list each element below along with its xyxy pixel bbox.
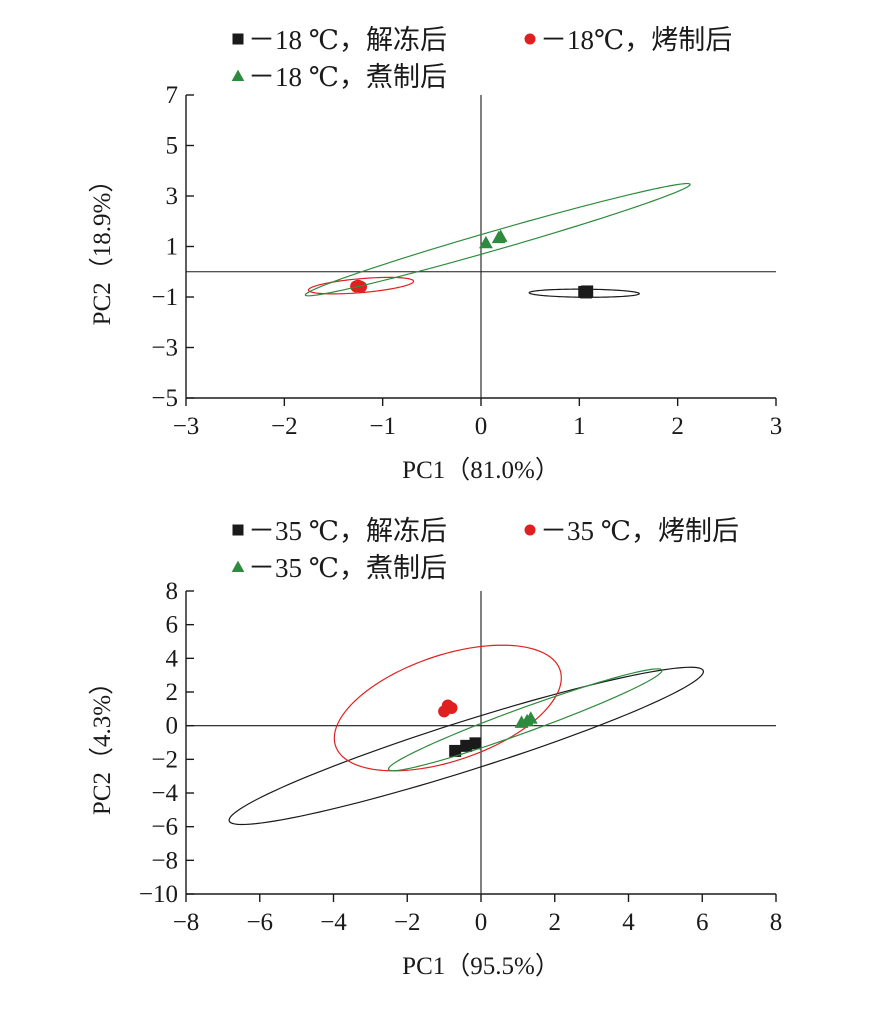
confidence-ellipse-series-2 bbox=[333, 644, 562, 772]
legend-label-series-3: －35 ℃，煮制后 bbox=[248, 553, 447, 583]
legend-marker-series-1 bbox=[232, 33, 244, 45]
y-tick-label: −2 bbox=[151, 746, 178, 773]
y-axis-title: PC2（4.3%） bbox=[88, 670, 116, 815]
legend-label-series-3: －18 ℃，煮制后 bbox=[248, 62, 447, 92]
confidence-ellipse-series-1 bbox=[228, 666, 705, 826]
data-point-series-3 bbox=[479, 235, 493, 249]
y-tick-label: 3 bbox=[166, 183, 179, 210]
y-tick-label: −6 bbox=[151, 814, 178, 841]
legend-label-series-2: －35 ℃，烤制后 bbox=[540, 516, 739, 546]
x-tick-label: −1 bbox=[369, 413, 396, 440]
data-point-series-1 bbox=[580, 286, 593, 299]
legend-marker-series-3 bbox=[231, 560, 245, 573]
x-tick-label: −6 bbox=[246, 909, 273, 936]
x-tick-label: −2 bbox=[271, 413, 298, 440]
x-tick-label: 4 bbox=[622, 909, 635, 936]
x-tick-label: −2 bbox=[394, 909, 421, 936]
x-tick-label: 2 bbox=[549, 909, 562, 936]
data-point-series-2 bbox=[350, 280, 363, 293]
legend-marker-series-2 bbox=[524, 524, 536, 536]
y-tick-label: 1 bbox=[166, 234, 179, 261]
x-tick-label: 0 bbox=[475, 413, 488, 440]
y-tick-label: −8 bbox=[151, 847, 178, 874]
y-tick-label: 0 bbox=[166, 713, 179, 740]
data-point-series-1 bbox=[469, 737, 482, 750]
data-point-series-1 bbox=[449, 744, 462, 757]
data-point-series-1 bbox=[460, 739, 473, 752]
legend-marker-series-2 bbox=[524, 33, 536, 45]
y-tick-label: 7 bbox=[166, 82, 179, 109]
y-axis-title: PC2（18.9%） bbox=[88, 168, 116, 326]
y-tick-label: −10 bbox=[139, 881, 178, 908]
data-point-series-2 bbox=[445, 701, 458, 714]
x-tick-label: 3 bbox=[770, 413, 783, 440]
x-tick-label: 6 bbox=[696, 909, 709, 936]
data-point-series-3 bbox=[493, 229, 508, 242]
y-tick-label: 5 bbox=[166, 133, 179, 160]
legend-marker-series-1 bbox=[232, 524, 244, 536]
x-tick-label: 1 bbox=[573, 413, 586, 440]
confidence-ellipse-series-3 bbox=[304, 182, 691, 297]
confidence-ellipse-series-3 bbox=[387, 668, 663, 772]
y-tick-label: −1 bbox=[151, 284, 178, 311]
x-tick-label: −4 bbox=[320, 909, 347, 936]
y-tick-label: −4 bbox=[151, 780, 178, 807]
x-tick-label: −8 bbox=[173, 909, 200, 936]
legend-label-series-2: －18℃，烤制后 bbox=[540, 25, 732, 55]
legend-label-series-1: －35 ℃，解冻后 bbox=[248, 516, 447, 546]
x-axis-title: PC1（95.5%） bbox=[402, 952, 560, 980]
legend-marker-series-3 bbox=[231, 69, 245, 82]
x-tick-label: 0 bbox=[475, 909, 488, 936]
x-tick-label: −3 bbox=[173, 413, 200, 440]
legend-label-series-1: －18 ℃，解冻后 bbox=[248, 25, 447, 55]
x-tick-label: 8 bbox=[770, 909, 783, 936]
data-point-series-3 bbox=[520, 713, 534, 727]
y-tick-label: 4 bbox=[166, 645, 179, 672]
x-tick-label: 2 bbox=[671, 413, 684, 440]
x-axis-title: PC1（81.0%） bbox=[402, 456, 560, 484]
y-tick-label: 8 bbox=[166, 578, 179, 605]
y-tick-label: 6 bbox=[166, 612, 179, 639]
confidence-ellipse-series-1 bbox=[528, 288, 640, 298]
y-tick-label: −5 bbox=[151, 385, 178, 412]
y-tick-label: 2 bbox=[166, 679, 179, 706]
y-tick-label: −3 bbox=[151, 335, 178, 362]
